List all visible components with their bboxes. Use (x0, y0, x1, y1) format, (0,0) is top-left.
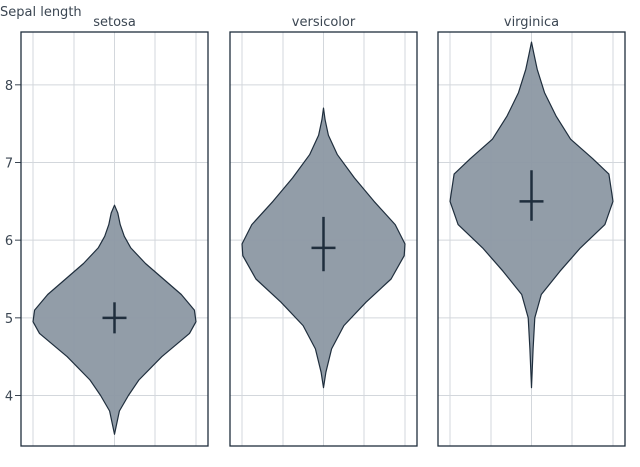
y-tick-label: 6 (5, 234, 13, 249)
panel-frame (229, 31, 418, 447)
panel-title: virginica (504, 15, 559, 30)
panel-versicolor: versicolor (229, 15, 418, 447)
y-tick-label: 8 (5, 79, 13, 94)
y-tick-label: 4 (5, 390, 13, 405)
panel-frame (437, 31, 626, 447)
panel-setosa: setosa (20, 15, 209, 447)
y-tick-label: 5 (5, 312, 13, 327)
y-tick-label: 7 (5, 156, 13, 171)
y-axis-label: Sepal length (0, 5, 82, 20)
panel-virginica: virginica (437, 15, 626, 447)
panel-title: setosa (93, 15, 136, 30)
panel-title: versicolor (292, 15, 356, 30)
panel-frame (20, 31, 209, 447)
